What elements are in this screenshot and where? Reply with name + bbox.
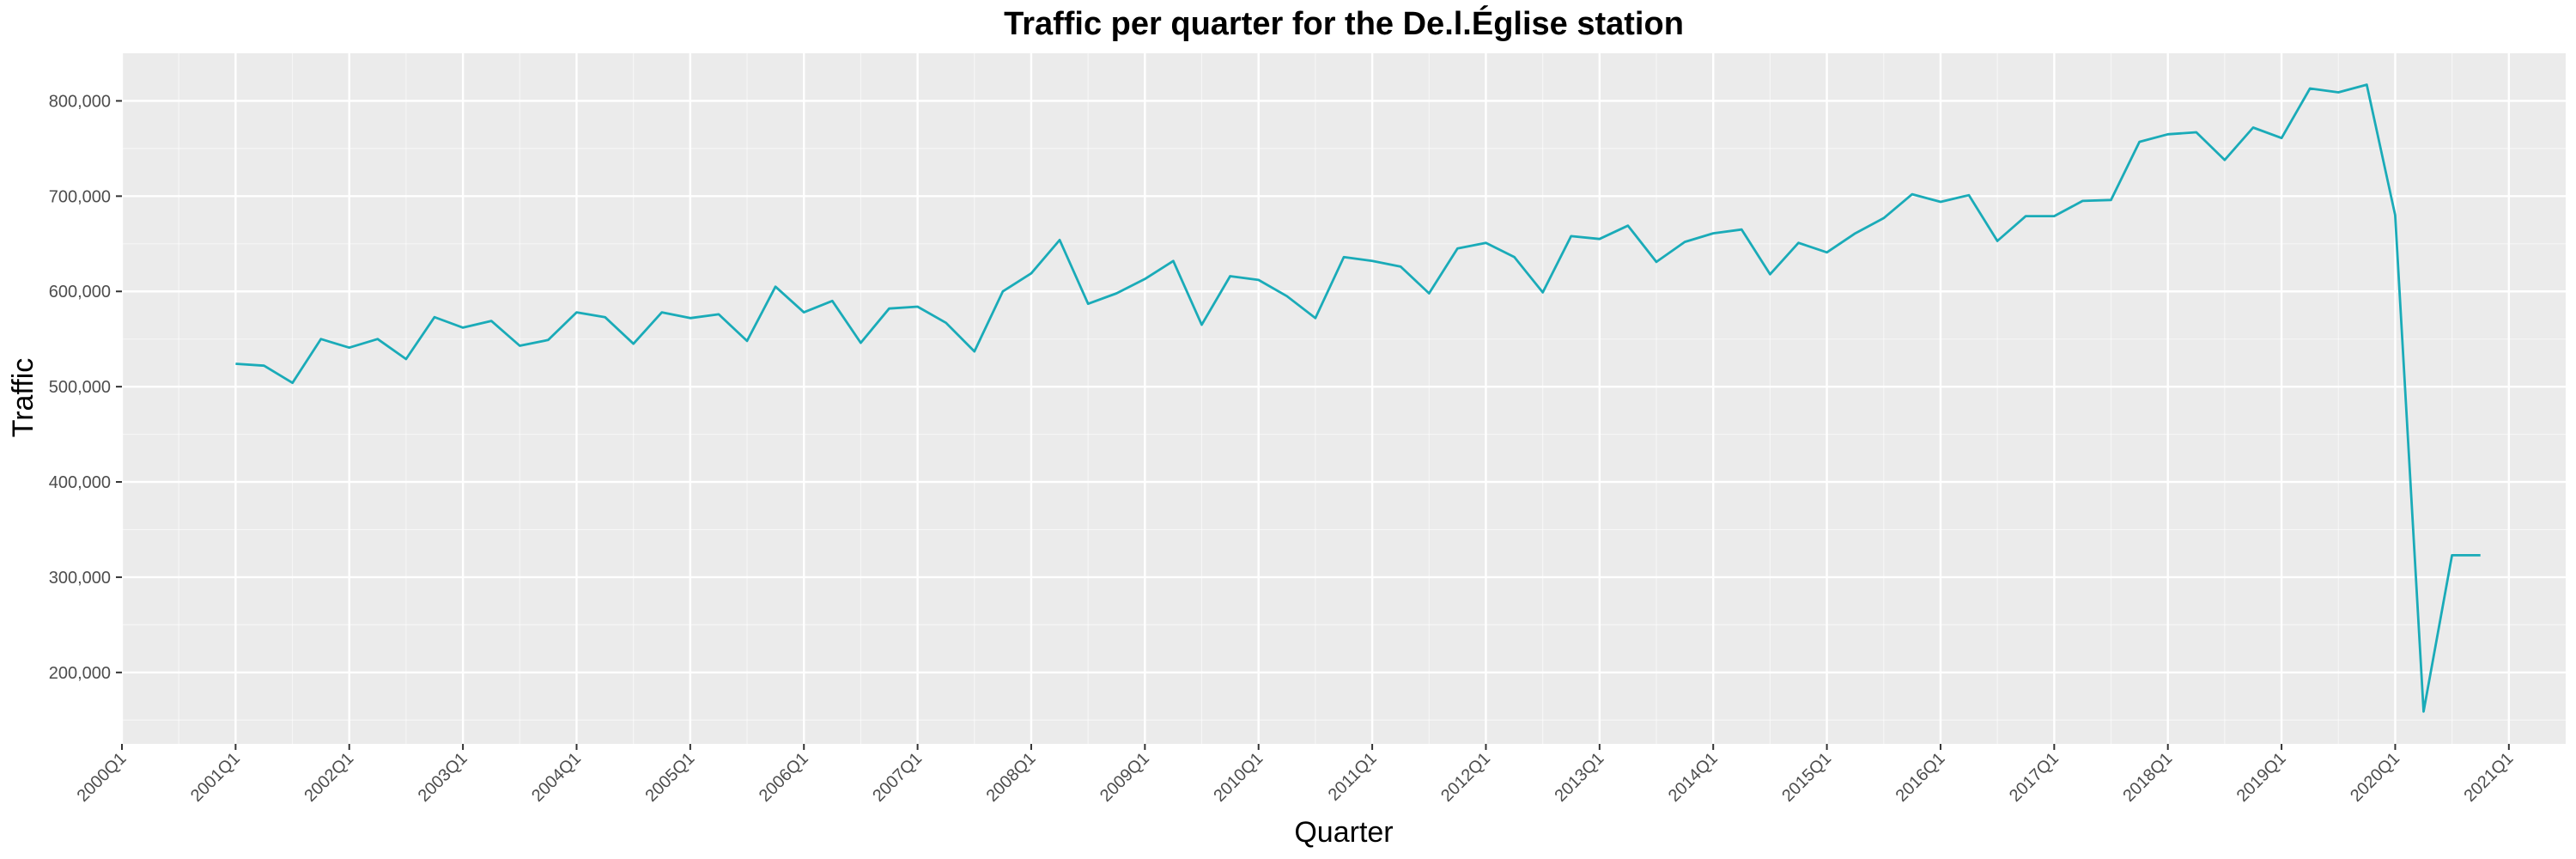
x-tick-label: 2005Q1 xyxy=(642,749,699,806)
x-tick-label: 2019Q1 xyxy=(2233,749,2290,806)
y-axis-title: Traffic xyxy=(7,358,39,438)
y-tick-label: 300,000 xyxy=(49,569,111,588)
y-axis: 200,000 300,000 400,000 500,000 600,000 700,0… xyxy=(49,92,122,683)
x-tick-label: 2007Q1 xyxy=(869,749,926,806)
x-tick-label: 2014Q1 xyxy=(1665,749,1722,806)
x-tick-label: 2006Q1 xyxy=(756,749,812,806)
traffic-series-line xyxy=(235,83,2481,713)
y-tick-label: 800,000 xyxy=(49,92,111,111)
y-tick-label: 500,000 xyxy=(49,378,111,397)
x-tick-label: 2018Q1 xyxy=(2119,749,2176,806)
y-tick-label: 700,000 xyxy=(49,187,111,206)
y-tick-label: 600,000 xyxy=(49,283,111,302)
y-tick-label: 200,000 xyxy=(49,664,111,683)
x-tick-label: 2021Q1 xyxy=(2460,749,2517,806)
x-tick-label: 2000Q1 xyxy=(74,749,131,806)
x-tick-label: 2010Q1 xyxy=(1210,749,1267,806)
data-series xyxy=(235,83,2481,713)
x-tick-label: 2013Q1 xyxy=(1551,749,1607,806)
chart-title: Traffic per quarter for the De.l.Église … xyxy=(1004,4,1684,42)
y-tick-label: 400,000 xyxy=(49,473,111,492)
x-tick-label: 2002Q1 xyxy=(301,749,357,806)
x-tick-label: 2012Q1 xyxy=(1437,749,1494,806)
x-axis-title: Quarter xyxy=(1294,816,1393,849)
x-tick-label: 2003Q1 xyxy=(415,749,471,806)
x-axis: 2000Q1 2001Q1 2002Q1 2003Q1 2004Q1 2005Q1 2006… xyxy=(74,744,2517,806)
x-tick-label: 2004Q1 xyxy=(528,749,585,806)
x-tick-label: 2008Q1 xyxy=(983,749,1040,806)
x-tick-label: 2016Q1 xyxy=(1893,749,1949,806)
x-tick-label: 2017Q1 xyxy=(2006,749,2063,806)
x-tick-label: 2011Q1 xyxy=(1325,749,1381,805)
plot-panel xyxy=(122,53,2566,744)
major-gridlines xyxy=(120,53,2566,744)
x-tick-label: 2009Q1 xyxy=(1097,749,1153,806)
x-tick-label: 2001Q1 xyxy=(187,749,244,806)
x-tick-label: 2015Q1 xyxy=(1778,749,1835,806)
minor-gridlines xyxy=(122,53,2566,744)
x-tick-label: 2020Q1 xyxy=(2347,749,2403,806)
